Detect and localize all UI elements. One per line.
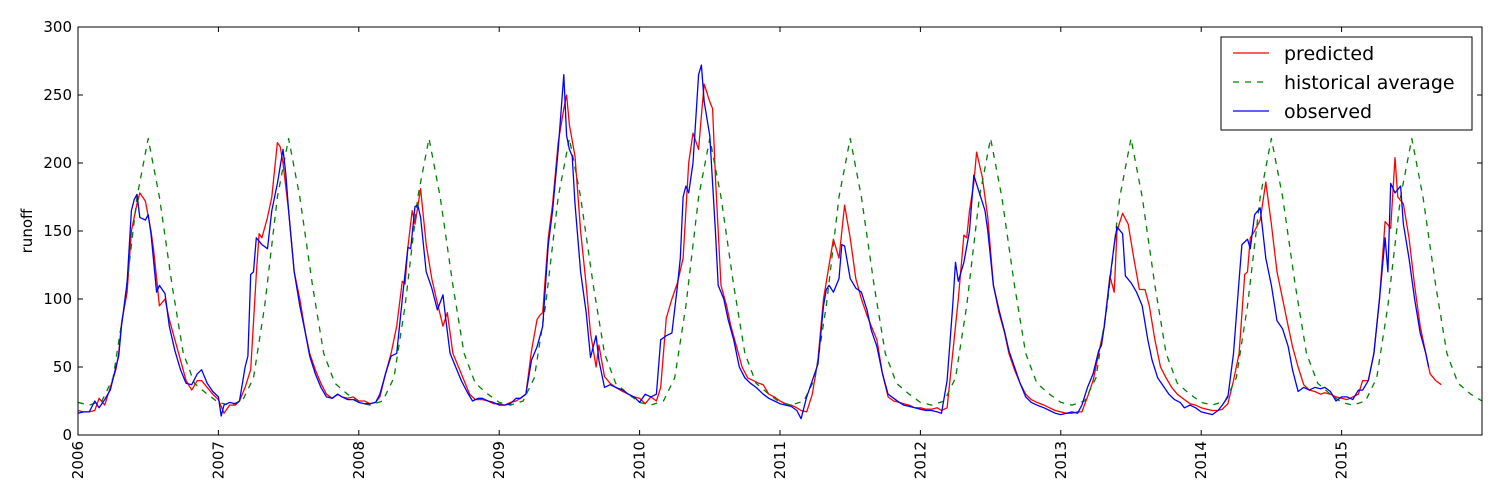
y-tick-label: 200 (43, 154, 72, 172)
series-line-historical-average (78, 137, 1482, 406)
series-line-predicted (78, 83, 1442, 414)
series-line-observed (78, 64, 1430, 420)
x-tick-label: 2011 (771, 441, 789, 479)
x-tick-label: 2006 (69, 441, 87, 479)
x-tick-label: 2014 (1192, 441, 1210, 479)
ticks-layer: 0 50 100 150 200 250 300 2006 2007 2008 2009 2010 20… (43, 18, 1482, 479)
x-tick-label: 2007 (209, 441, 227, 479)
legend: predicted historical average observed (1220, 36, 1473, 131)
y-tick-label: 250 (43, 86, 72, 104)
x-tick-label: 2008 (350, 441, 368, 479)
x-tick-label: 2013 (1052, 441, 1070, 479)
series-layer (78, 64, 1482, 420)
x-tick-label: 2009 (490, 441, 508, 479)
y-tick-label: 0 (62, 426, 72, 444)
x-tick-label: 2015 (1333, 441, 1351, 479)
legend-label: predicted (1284, 43, 1374, 65)
legend-label: observed (1284, 101, 1372, 123)
x-tick-label: 2010 (631, 441, 649, 479)
y-axis-label: runoff (18, 208, 36, 253)
y-tick-label: 150 (43, 222, 72, 240)
y-tick-label: 50 (53, 358, 72, 376)
legend-label: historical average (1284, 72, 1455, 94)
y-tick-label: 100 (43, 290, 72, 308)
x-tick-label: 2012 (911, 441, 929, 479)
y-tick-label: 300 (43, 18, 72, 36)
